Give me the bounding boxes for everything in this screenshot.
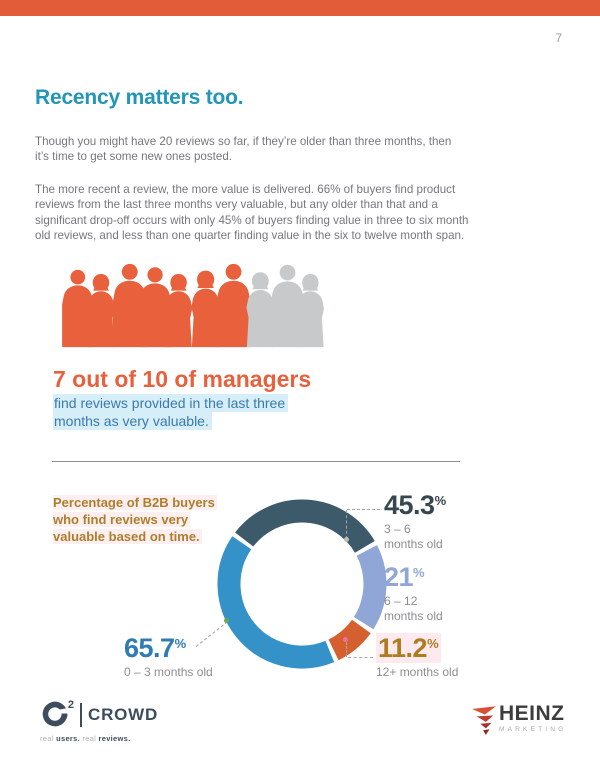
leader-line-11 bbox=[348, 657, 373, 658]
stat-headline: 7 out of 10 of managers bbox=[53, 366, 312, 392]
person-icon bbox=[296, 273, 324, 348]
heinz-funnel-icon bbox=[472, 706, 496, 735]
intro-paragraph-2: The more recent a review, the more value… bbox=[35, 182, 469, 243]
person-icon bbox=[87, 273, 115, 348]
g2-logo-icon: 2 bbox=[40, 699, 74, 730]
donut-segment bbox=[217, 536, 335, 669]
chart-caption: Percentage of B2B buyers who find review… bbox=[53, 495, 217, 544]
marker-dot-11 bbox=[343, 637, 348, 642]
g2-crowd-logo: 2 CROWD real users. real reviews. bbox=[40, 699, 159, 743]
person-icon bbox=[191, 270, 220, 348]
person-icon bbox=[246, 272, 275, 348]
intro-paragraph-1: Though you might have 20 reviews so far,… bbox=[35, 134, 452, 164]
leader-line-45 bbox=[347, 509, 380, 510]
person-icon bbox=[216, 263, 251, 348]
segment-label-3-6: 45.3% 3 – 6 months old bbox=[384, 490, 447, 552]
people-infographic bbox=[48, 262, 348, 348]
segment-label-0-3: 65.7% 0 – 3 months old bbox=[124, 633, 213, 680]
segment-label-12plus: 11.2% 12+ months old bbox=[376, 633, 459, 679]
g2-tagline: real users. real reviews. bbox=[40, 734, 131, 743]
donut-segment bbox=[328, 619, 371, 661]
donut-segment bbox=[235, 499, 375, 554]
section-divider bbox=[52, 461, 460, 462]
logo-divider bbox=[80, 703, 82, 727]
stat-subline-2: months as very valuable. bbox=[53, 412, 212, 430]
marker-dot-65 bbox=[224, 618, 229, 623]
people-icons bbox=[62, 263, 324, 348]
page-number: 7 bbox=[555, 31, 562, 45]
leader-line-45 bbox=[346, 510, 347, 539]
heinz-marketing-logo: HEINZ MARKETING bbox=[472, 703, 566, 737]
donut-segment bbox=[353, 545, 387, 630]
donut-chart bbox=[217, 499, 387, 669]
accent-top-bar bbox=[0, 0, 600, 16]
segment-label-6-12: 21% 6 – 12 months old bbox=[384, 562, 443, 624]
stat-subline-1: find reviews provided in the last three bbox=[53, 394, 289, 412]
marker-dot-45 bbox=[344, 537, 349, 542]
leader-line-11 bbox=[346, 642, 347, 657]
page-title: Recency matters too. bbox=[35, 86, 244, 109]
person-icon bbox=[165, 273, 193, 348]
